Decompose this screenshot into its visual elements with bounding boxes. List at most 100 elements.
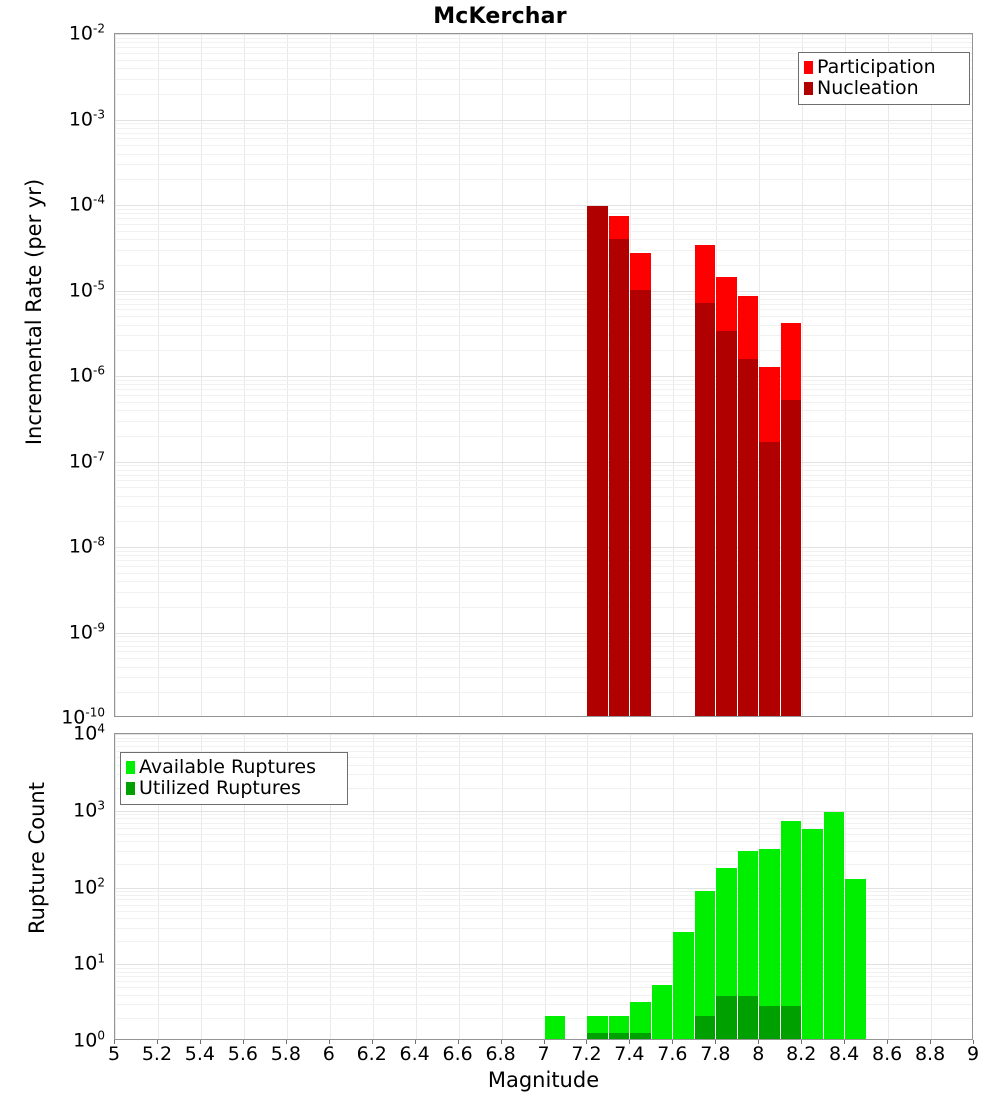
gridline-minor	[115, 309, 972, 310]
gridline-minor	[115, 667, 972, 668]
gridline-minor	[115, 738, 972, 739]
bar-segment	[673, 931, 694, 1039]
gridline-minor	[115, 209, 972, 210]
gridline-minor	[115, 299, 972, 300]
x-tick-mark	[285, 1040, 287, 1044]
gridline-vertical	[888, 34, 889, 716]
gridline-minor	[115, 384, 972, 385]
y-tick-label: 103	[73, 798, 105, 822]
bar-segment	[544, 1015, 565, 1039]
gridline-minor	[115, 607, 972, 608]
bar-segment	[694, 1015, 716, 1039]
gridline-minor	[115, 981, 972, 982]
bar-group	[759, 734, 780, 1039]
gridline-vertical	[545, 34, 546, 716]
gridline-minor	[115, 60, 972, 61]
x-tick-label: 5.4	[184, 1043, 215, 1065]
gridline-vertical	[373, 34, 374, 716]
x-tick-label: 5.2	[141, 1043, 173, 1065]
gridline-minor	[115, 828, 972, 829]
gridline-vertical	[158, 734, 159, 1039]
bar-group	[802, 734, 823, 1039]
gridline-minor	[115, 475, 972, 476]
gridline-vertical	[330, 734, 331, 1039]
gridline-vertical	[630, 734, 631, 1039]
gridline-major	[115, 888, 972, 889]
x-tick-mark	[199, 1040, 201, 1044]
gridline-vertical	[416, 734, 417, 1039]
gridline-minor	[115, 224, 972, 225]
gridline-minor	[115, 823, 972, 824]
gridline-minor	[115, 133, 972, 134]
bar-group	[651, 734, 673, 1039]
gridline-minor	[115, 972, 972, 973]
x-tick-label: 7.6	[657, 1043, 688, 1065]
legend-item-utilized-ruptures[interactable]: Utilized Ruptures	[126, 777, 341, 799]
bar-segment	[608, 1032, 630, 1039]
legend-item-nucleation[interactable]: Nucleation	[804, 77, 963, 100]
gridline-minor	[115, 68, 972, 69]
x-tick-label: 8.2	[786, 1043, 817, 1065]
x-tick-mark	[586, 1040, 588, 1044]
bar-group	[845, 734, 866, 1039]
gridline-minor	[115, 646, 972, 647]
gridline-minor	[115, 741, 972, 742]
x-tick-mark	[371, 1040, 373, 1044]
gridline-vertical	[115, 34, 116, 716]
x-tick-label: 6	[322, 1043, 335, 1065]
gridline-vertical	[287, 34, 288, 716]
gridline-minor	[115, 899, 972, 900]
y-tick-label: 10-5	[68, 277, 105, 302]
bar-segment	[716, 996, 737, 1039]
x-tick-mark	[543, 1040, 545, 1044]
x-tick-label: 6.2	[356, 1043, 387, 1065]
bar-group	[716, 34, 737, 716]
gridline-minor	[115, 38, 972, 39]
gridline-vertical	[158, 34, 159, 716]
bar-segment	[630, 1002, 651, 1039]
x-tick-mark	[672, 1040, 674, 1044]
bar-segment	[716, 330, 737, 716]
gridline-vertical	[244, 734, 245, 1039]
gridline-minor	[115, 42, 972, 43]
x-tick-label: 9	[966, 1043, 980, 1065]
bar-segment	[759, 1005, 780, 1039]
gridline-minor	[115, 976, 972, 977]
legend-label: Nucleation	[817, 77, 919, 100]
x-tick-label: 8.8	[914, 1043, 946, 1065]
gridline-minor	[115, 410, 972, 411]
lower-legend: Available Ruptures Utilized Ruptures	[120, 752, 348, 805]
gridline-minor	[115, 560, 972, 561]
gridline-major	[115, 964, 972, 965]
gridline-minor	[115, 154, 972, 155]
gridline-minor	[115, 213, 972, 214]
gridline-minor	[115, 421, 972, 422]
x-tick-label: 5	[107, 1043, 121, 1065]
gridline-vertical	[587, 734, 588, 1039]
gridline-minor	[115, 294, 972, 295]
bar-group	[608, 734, 630, 1039]
bar-group	[673, 734, 694, 1039]
legend-item-available-ruptures[interactable]: Available Ruptures	[126, 756, 341, 778]
x-tick-label: 8.4	[829, 1043, 860, 1065]
x-tick-label: 5.6	[227, 1043, 258, 1065]
gridline-minor	[115, 814, 972, 815]
gridline-vertical	[931, 734, 932, 1039]
gridline-minor	[115, 218, 972, 219]
x-tick-label: 8.6	[871, 1043, 903, 1065]
gridline-major	[115, 205, 972, 206]
y-tick-label: 104	[73, 721, 105, 745]
x-tick-label: 6.6	[442, 1043, 473, 1065]
bar-group	[780, 734, 802, 1039]
gridline-minor	[115, 941, 972, 942]
gridline-minor	[115, 380, 972, 381]
legend-item-participation[interactable]: Participation	[804, 56, 963, 78]
gridline-minor	[115, 470, 972, 471]
gridline-minor	[115, 891, 972, 892]
gridline-minor	[115, 573, 972, 574]
gridline-minor	[115, 864, 972, 865]
y-tick-label: 10-7	[68, 448, 105, 473]
gridline-minor	[115, 250, 972, 251]
bar-segment	[759, 848, 780, 1039]
gridline-minor	[115, 555, 972, 556]
